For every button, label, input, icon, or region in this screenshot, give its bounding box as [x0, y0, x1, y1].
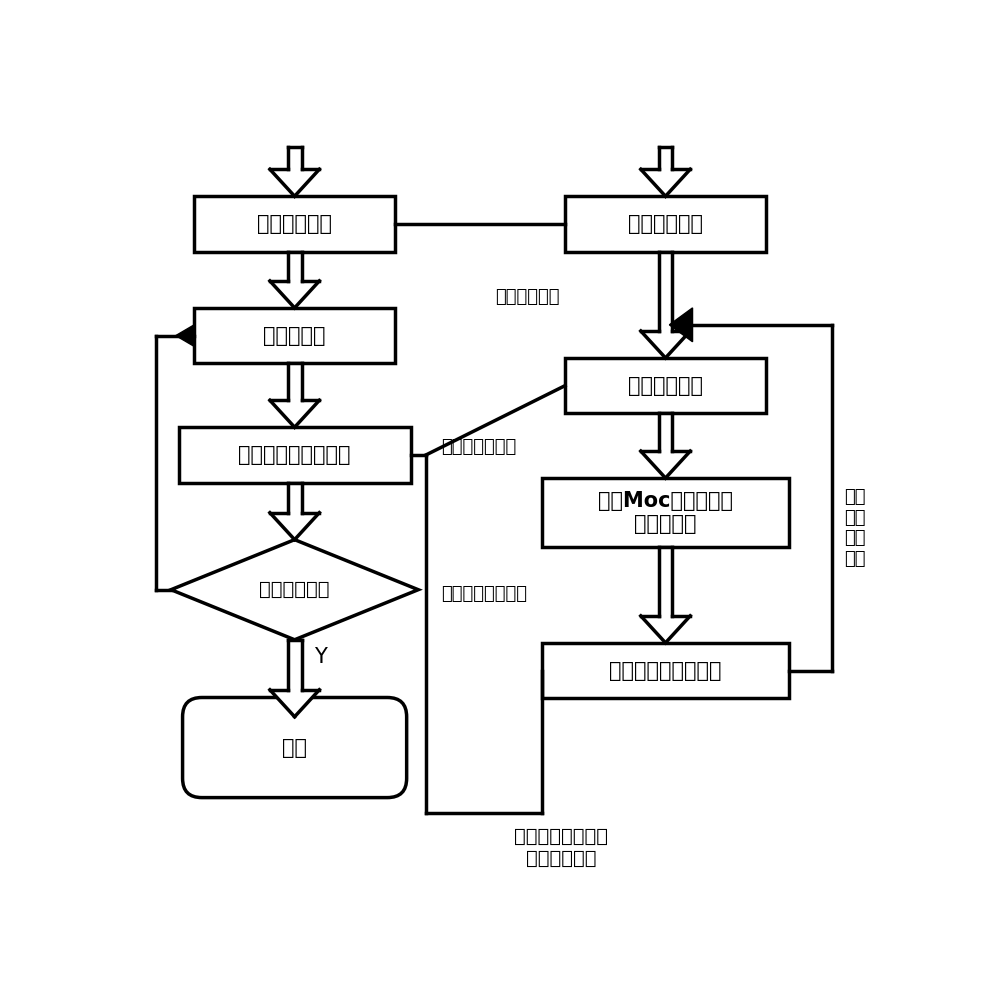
- Polygon shape: [270, 281, 319, 308]
- Bar: [178, 427, 411, 483]
- Polygon shape: [270, 400, 319, 427]
- Text: 正交训练序列: 正交训练序列: [257, 214, 332, 234]
- Polygon shape: [641, 331, 690, 358]
- Text: 将信号分片: 将信号分片: [263, 326, 326, 346]
- Polygon shape: [659, 413, 672, 451]
- Bar: [541, 643, 789, 698]
- Bar: [565, 196, 766, 252]
- Text: Y: Y: [314, 647, 327, 667]
- Polygon shape: [659, 147, 672, 169]
- Polygon shape: [641, 616, 690, 643]
- Text: 冲突数据恢复: 冲突数据恢复: [628, 376, 703, 396]
- FancyBboxPatch shape: [182, 698, 407, 798]
- Polygon shape: [641, 169, 690, 196]
- Text: 根据Moc层编码进行
纠错、校验: 根据Moc层编码进行 纠错、校验: [598, 491, 733, 534]
- Polygon shape: [270, 169, 319, 196]
- Polygon shape: [175, 325, 194, 346]
- Text: 初始信道参数: 初始信道参数: [496, 288, 560, 306]
- Text: 信号是否结束: 信号是否结束: [259, 580, 330, 599]
- Polygon shape: [659, 547, 672, 616]
- Bar: [194, 196, 395, 252]
- Polygon shape: [288, 147, 301, 169]
- Bar: [565, 358, 766, 413]
- Polygon shape: [288, 640, 301, 690]
- Text: 对信道参数进行调整: 对信道参数进行调整: [609, 661, 722, 681]
- Polygon shape: [641, 451, 690, 478]
- Polygon shape: [270, 690, 319, 717]
- Text: 分段的标签冲突信号: 分段的标签冲突信号: [238, 445, 351, 465]
- Polygon shape: [288, 483, 301, 513]
- Polygon shape: [170, 540, 418, 640]
- Text: 恢复的标签数据: 恢复的标签数据: [442, 438, 516, 456]
- Text: 根据参数变化快慢
调整分片大小: 根据参数变化快慢 调整分片大小: [514, 827, 608, 868]
- Text: 初始信道估计: 初始信道估计: [628, 214, 703, 234]
- Text: 经检验的标签数据: 经检验的标签数据: [442, 585, 527, 603]
- Text: 结束: 结束: [282, 738, 307, 758]
- Polygon shape: [669, 308, 693, 342]
- Text: 调整
后的
信道
参数: 调整 后的 信道 参数: [844, 488, 865, 568]
- Polygon shape: [288, 252, 301, 281]
- Polygon shape: [270, 513, 319, 540]
- Polygon shape: [659, 252, 672, 331]
- Polygon shape: [288, 363, 301, 400]
- Bar: [194, 308, 395, 363]
- Bar: [541, 478, 789, 547]
